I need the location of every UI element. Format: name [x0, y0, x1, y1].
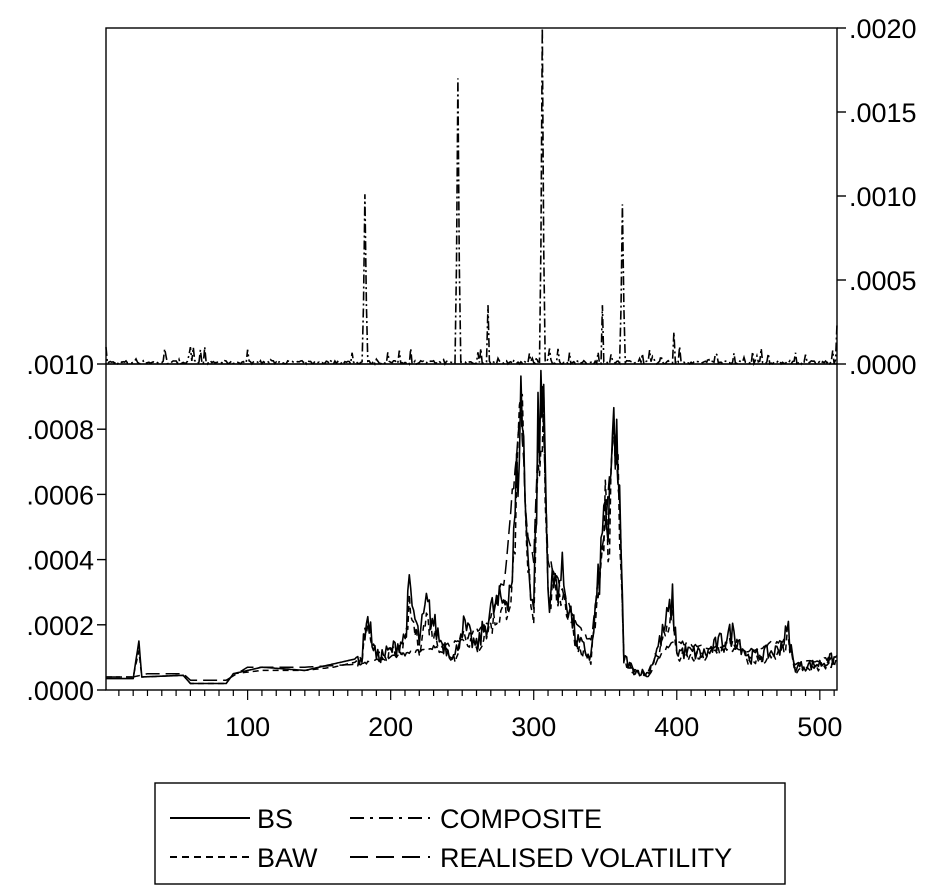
x-tick-label: 500: [797, 712, 842, 742]
x-tick-label: 400: [654, 712, 699, 742]
series-line-baw: [106, 388, 837, 685]
top-y-axis: .0000 .0005 .0010 .0015 .0020: [837, 14, 917, 380]
bottom-y-tick-label: .0006: [26, 480, 94, 510]
series-line-realised-volatility: [106, 385, 838, 681]
legend-box: [154, 782, 786, 885]
bottom-panel-frame: [105, 363, 838, 691]
bottom-y-tick-label: .0008: [26, 415, 94, 445]
x-tick-label: 100: [225, 712, 270, 742]
series-line-bs: [106, 369, 838, 685]
top-y-tick-label: .0020: [849, 14, 917, 44]
bottom-y-axis: .0000 .0002 .0004 .0006 .0008 .0010: [26, 350, 106, 706]
top-y-tick-label: .0015: [849, 98, 917, 128]
bottom-y-tick-label: .0000: [26, 676, 94, 706]
bottom-y-tick-label: .0002: [26, 611, 94, 641]
bottom-panel-series: [106, 369, 838, 685]
top-y-tick-label: .0010: [849, 182, 917, 212]
series-line-composite: [105, 27, 838, 367]
legend: BS COMPOSITE BAW REALISED VOLATILITY: [154, 782, 786, 885]
legend-label-composite: COMPOSITE: [440, 804, 602, 834]
x-tick-label: 200: [368, 712, 413, 742]
top-panel-frame: [105, 27, 838, 365]
legend-label-bs: BS: [257, 804, 293, 834]
bottom-y-tick-label: .0004: [26, 546, 94, 576]
legend-label-baw: BAW: [257, 843, 318, 873]
x-axis: 100 200 300 400 500: [118, 690, 842, 742]
top-y-tick-label: .0005: [849, 266, 917, 296]
top-y-tick-label: .0000: [849, 350, 917, 380]
x-tick-label: 300: [511, 712, 556, 742]
top-panel-series: [105, 27, 838, 367]
bottom-y-tick-label: .0010: [26, 350, 94, 380]
legend-label-realised-volatility: REALISED VOLATILITY: [440, 843, 732, 873]
